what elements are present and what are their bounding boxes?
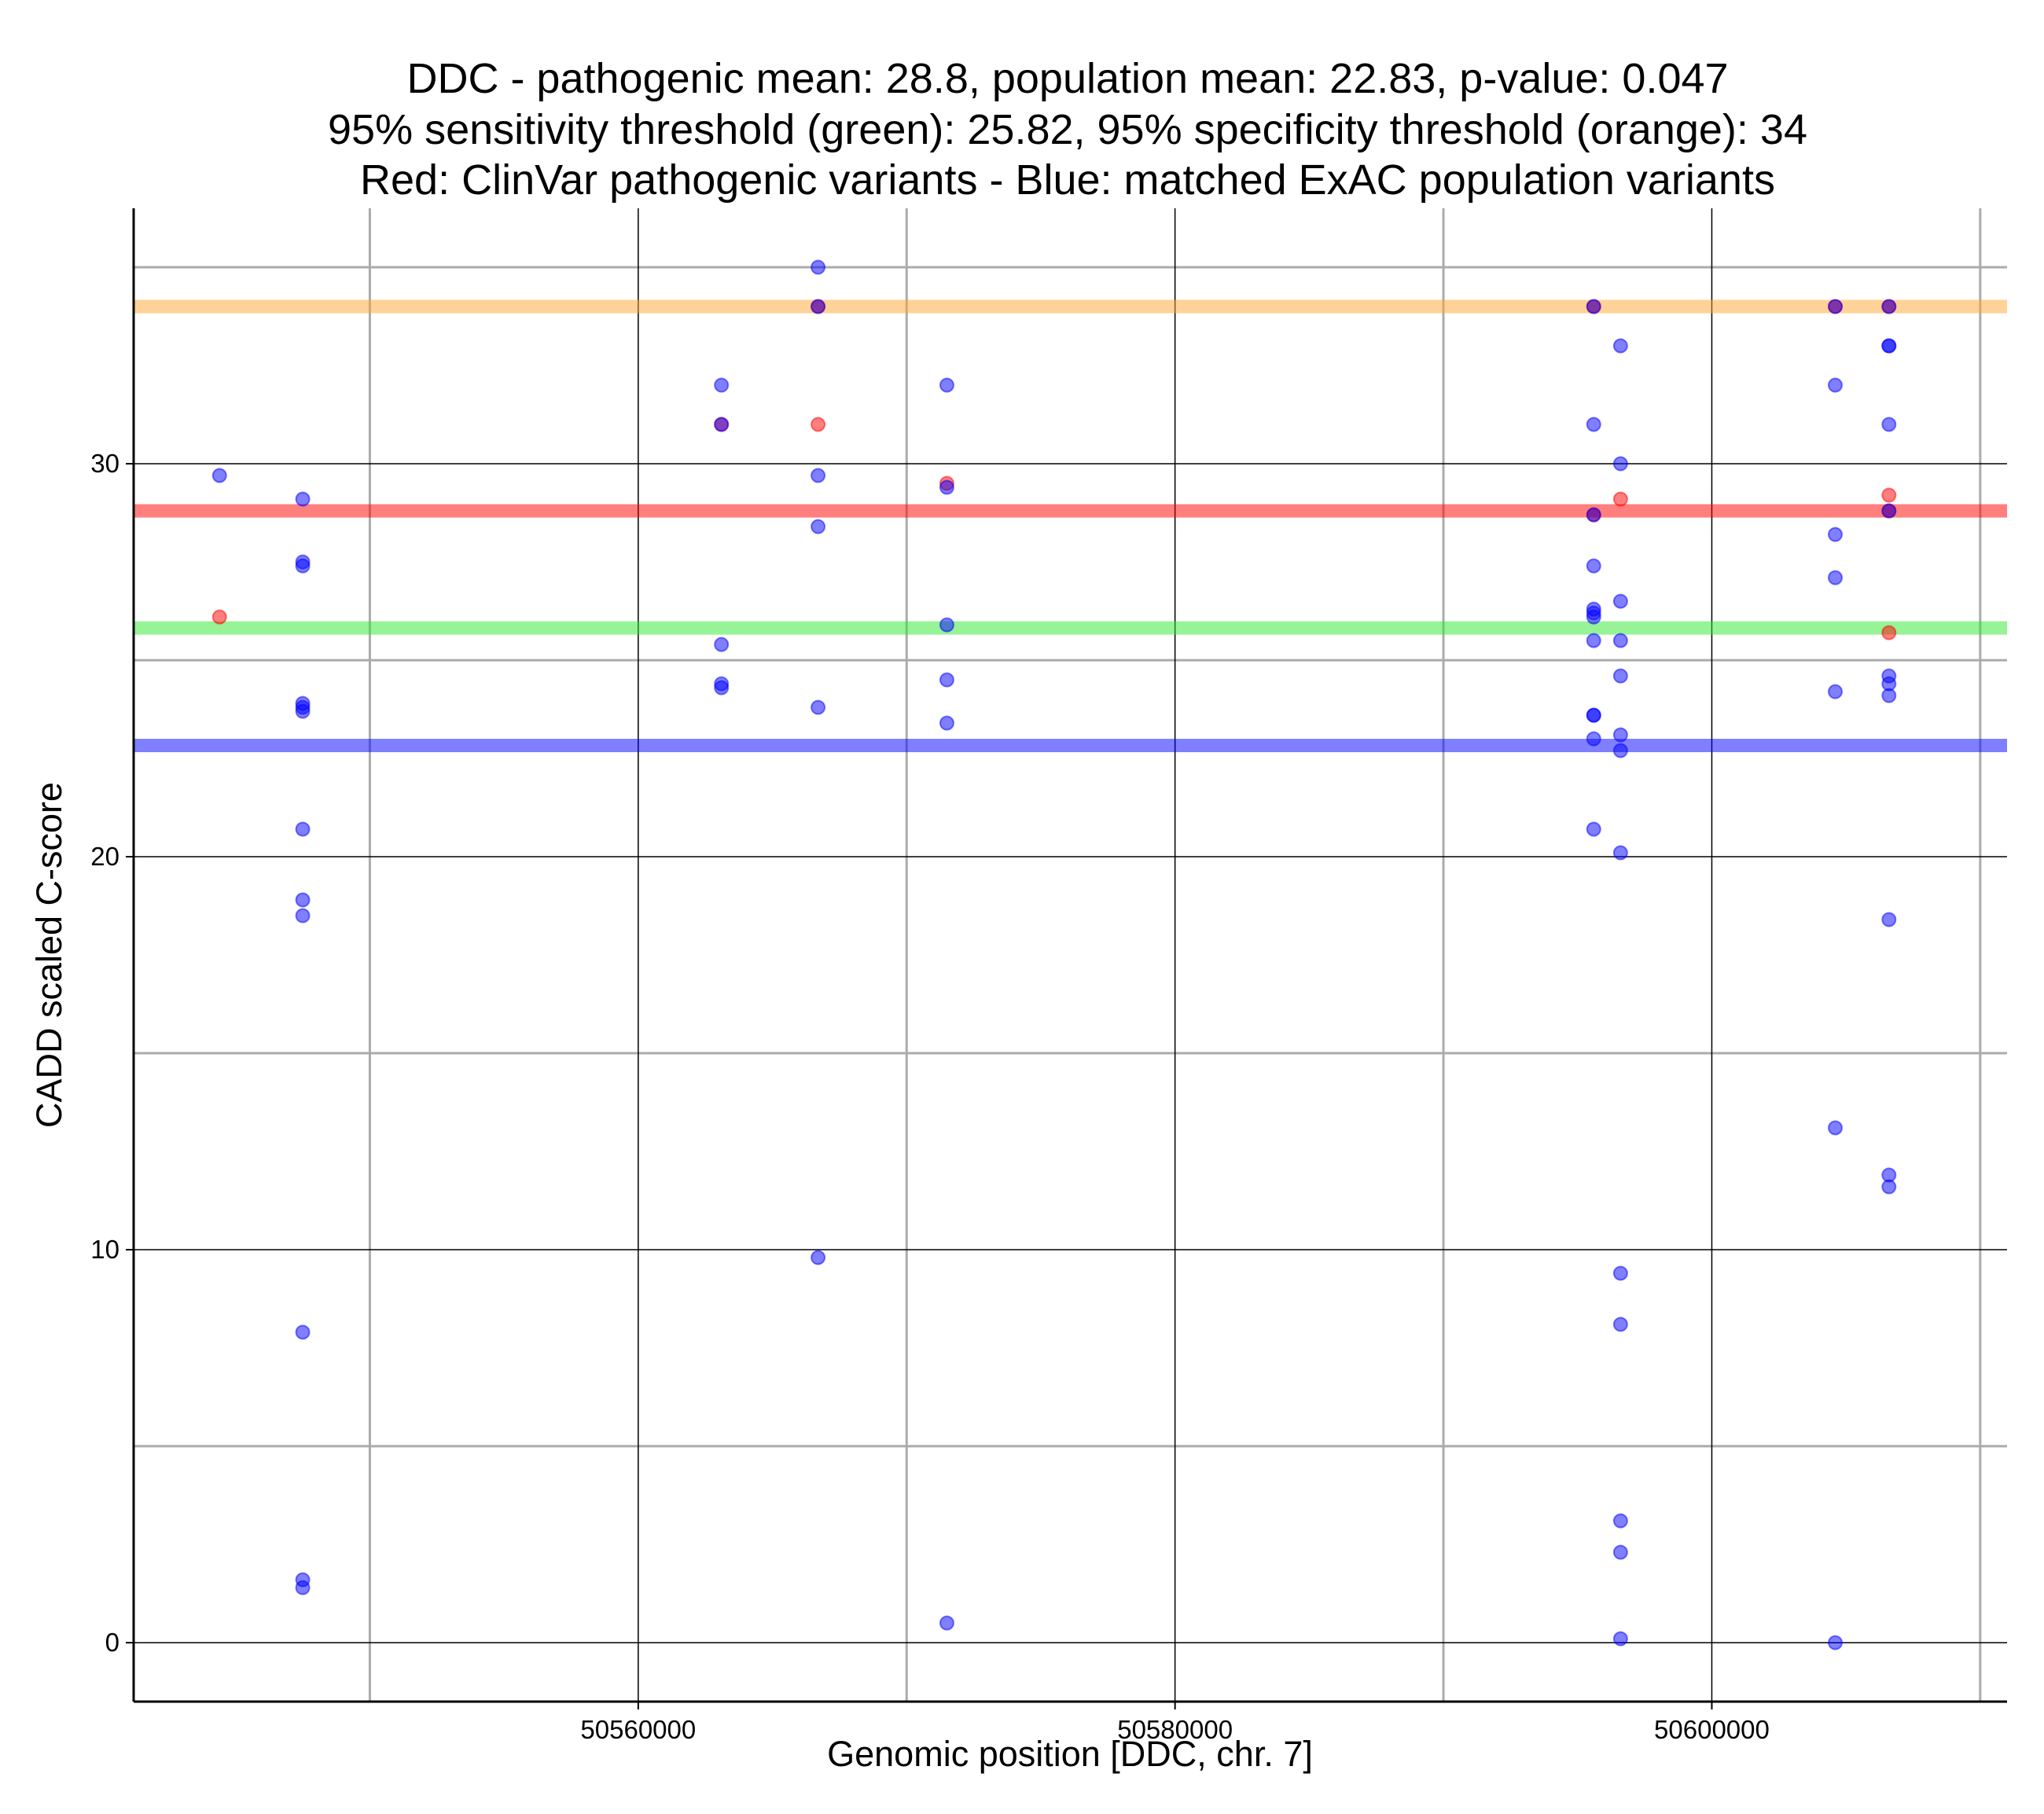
data-point [1612, 1265, 1628, 1281]
x-tick-label: 50580000 [1117, 1715, 1233, 1744]
data-point [811, 519, 826, 534]
data-point [1612, 633, 1628, 648]
data-point [1586, 731, 1601, 747]
title-line-1: DDC - pathogenic mean: 28.8, population … [406, 55, 1728, 102]
data-point [1612, 727, 1628, 743]
data-point [1586, 821, 1601, 837]
data-point [714, 417, 730, 432]
data-point [1881, 299, 1897, 314]
data-point [1828, 299, 1844, 314]
data-point [295, 821, 311, 837]
data-point [295, 558, 311, 574]
data-point [1586, 609, 1601, 625]
data-point [295, 892, 311, 908]
data-point [211, 609, 227, 625]
data-point [1612, 1513, 1628, 1529]
data-point [939, 715, 954, 731]
y-tick-label: 0 [105, 1628, 119, 1657]
data-point [811, 299, 826, 314]
x-tick-label: 50600000 [1654, 1715, 1770, 1744]
grid [134, 208, 2007, 1702]
data-point [1586, 299, 1601, 314]
data-point [714, 637, 730, 652]
data-point [939, 617, 954, 633]
data-point [1828, 377, 1844, 393]
data-point [1612, 668, 1628, 684]
data-point [1586, 707, 1601, 723]
data-point [939, 479, 954, 495]
data-point [1881, 1179, 1897, 1195]
data-point [1586, 507, 1601, 523]
x-tick-label: 50560000 [580, 1715, 696, 1744]
data-point [1881, 912, 1897, 927]
data-point [939, 672, 954, 688]
data-point [1586, 633, 1601, 648]
data-point [295, 703, 311, 719]
data-point [1612, 1316, 1628, 1332]
x-axis-title: Genomic position [DDC, chr. 7] [827, 1734, 1313, 1774]
data-point [811, 259, 826, 275]
data-point [939, 377, 954, 393]
data-point [714, 680, 730, 696]
y-tick-label: 10 [90, 1235, 119, 1264]
data-point [1881, 625, 1897, 641]
data-point [1828, 527, 1844, 542]
data-point [1828, 570, 1844, 586]
title-line-2: 95% sensitivity threshold (green): 25.82… [328, 106, 1807, 153]
data-point [1612, 1631, 1628, 1647]
chart-title: DDC - pathogenic mean: 28.8, population … [328, 55, 1807, 204]
data-point [1881, 503, 1897, 519]
tick-labels: 50560000 50580000 50600000 0 10 20 30 [90, 449, 1770, 1744]
data-point [1828, 1635, 1844, 1651]
data-point [295, 491, 311, 507]
data-point [1881, 417, 1897, 432]
data-point [1612, 338, 1628, 354]
data-point [1612, 593, 1628, 609]
data-point [1881, 338, 1897, 354]
y-tick-label: 30 [90, 449, 119, 478]
data-point [295, 1324, 311, 1340]
data-point [1828, 684, 1844, 700]
data-point [1586, 417, 1601, 432]
data-point [1881, 487, 1897, 503]
data-point [1881, 688, 1897, 703]
data-point [1612, 845, 1628, 861]
data-point [1828, 1120, 1844, 1136]
data-point [811, 1250, 826, 1265]
data-point [1612, 1544, 1628, 1560]
data-point [1612, 491, 1628, 507]
y-axis-title: CADD scaled C-score [29, 782, 69, 1128]
data-points [211, 259, 1897, 1651]
data-point [811, 468, 826, 483]
data-point [1612, 456, 1628, 472]
data-point [714, 377, 730, 393]
data-point [811, 417, 826, 432]
data-point [811, 700, 826, 715]
data-point [211, 468, 227, 483]
data-point [939, 1615, 954, 1631]
axes [132, 208, 2007, 1703]
data-point [295, 1580, 311, 1596]
data-point [295, 908, 311, 924]
threshold-lines [134, 299, 2007, 752]
y-tick-label: 20 [90, 842, 119, 871]
title-line-3: Red: ClinVar pathogenic variants - Blue:… [360, 156, 1775, 204]
data-point [1612, 743, 1628, 758]
data-point [1586, 558, 1601, 574]
